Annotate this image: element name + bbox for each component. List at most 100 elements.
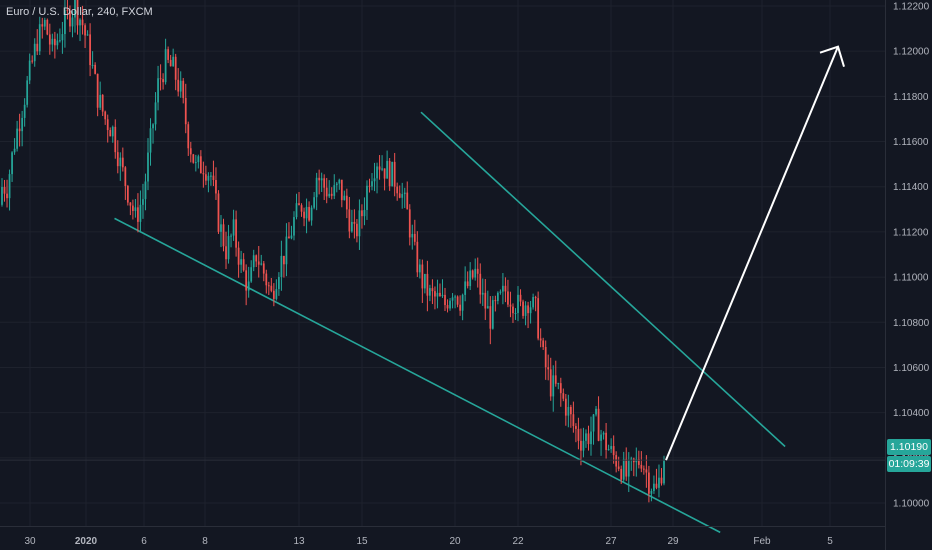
- candle-body: [283, 255, 285, 265]
- candle-body: [489, 306, 492, 329]
- candle-body: [245, 270, 248, 291]
- candle-body: [426, 273, 429, 296]
- candle-body: [8, 174, 11, 199]
- candle-body: [494, 300, 497, 302]
- price-axis-labels: 1.12200 1.12000 1.11800 1.11600 1.11400 1.112…: [893, 2, 930, 510]
- price-tick-label: 1.10400: [893, 408, 930, 419]
- last-price-badge: 1.10190: [887, 439, 931, 455]
- candle-body: [41, 24, 44, 27]
- candle-body: [86, 34, 89, 36]
- candle-body: [262, 263, 265, 274]
- candle-body: [456, 296, 459, 305]
- candle-body: [126, 186, 129, 203]
- time-tick-label: 6: [141, 536, 147, 547]
- candle-body: [348, 209, 351, 232]
- candle-body: [595, 408, 597, 415]
- candle-body: [642, 468, 645, 470]
- candle-body: [476, 268, 479, 274]
- candle-body: [157, 78, 159, 103]
- candle-body: [43, 19, 46, 27]
- candle-body: [187, 124, 190, 149]
- candle-body: [119, 157, 122, 167]
- candle-body: [391, 161, 394, 187]
- candle-body: [381, 168, 383, 170]
- candle-body: [547, 367, 550, 370]
- candle-body: [240, 259, 243, 265]
- candle-body: [499, 291, 502, 293]
- projection-arrow-head: [819, 45, 845, 67]
- candle-body: [313, 197, 316, 208]
- candle-body: [502, 285, 504, 292]
- candle-body: [99, 94, 102, 108]
- candle-body: [413, 233, 416, 242]
- candle-body: [79, 19, 81, 26]
- candle-body: [590, 431, 592, 445]
- candle-body: [345, 195, 348, 210]
- candle-body: [46, 19, 49, 35]
- candle-body: [376, 166, 378, 179]
- candle-body: [504, 285, 507, 292]
- candle-body: [645, 469, 648, 473]
- candle-body: [338, 179, 341, 184]
- candle-body: [386, 160, 388, 179]
- candle-body: [144, 181, 147, 200]
- candle-body: [207, 175, 210, 181]
- time-tick-label: 27: [605, 536, 617, 547]
- candle-body: [660, 477, 663, 484]
- candle-body: [53, 38, 56, 46]
- candle-body: [444, 294, 446, 306]
- candle-body: [230, 235, 232, 237]
- candle-body: [237, 247, 240, 265]
- candle-body: [439, 292, 441, 297]
- candle-body: [164, 49, 167, 83]
- candle-body: [305, 206, 308, 219]
- candle-body: [416, 241, 419, 273]
- candle-body: [3, 186, 6, 194]
- candle-body: [111, 126, 114, 137]
- candle-body: [252, 255, 255, 268]
- candle-body: [293, 217, 295, 236]
- candle-body: [436, 292, 439, 297]
- candle-body: [194, 162, 197, 164]
- candle-body: [532, 297, 534, 308]
- candle-body: [129, 202, 132, 206]
- candle-body: [225, 246, 227, 260]
- candle-body: [544, 347, 547, 368]
- price-tick-label: 1.11000: [893, 273, 929, 284]
- time-tick-label: 29: [667, 536, 679, 547]
- candle-body: [270, 285, 273, 291]
- candle-body: [610, 446, 613, 450]
- candle-body: [217, 193, 220, 232]
- candle-body: [310, 207, 313, 221]
- candle-body: [272, 290, 275, 299]
- candle-body: [23, 104, 26, 118]
- candle-body: [378, 166, 381, 170]
- candle-body: [121, 157, 124, 168]
- symbol-title[interactable]: Euro / U.S. Dollar, 240, FXCM: [6, 6, 153, 18]
- candle-body: [363, 209, 366, 217]
- candle-body: [446, 305, 449, 309]
- trendline-layer: [114, 111, 786, 534]
- candle-body: [318, 177, 321, 181]
- candle-body: [267, 285, 270, 287]
- candle-body: [527, 305, 529, 314]
- candle-body: [587, 433, 590, 445]
- candle-body: [552, 375, 555, 397]
- candle-body: [33, 43, 36, 62]
- candle-body: [1, 186, 3, 205]
- candle-body: [172, 56, 175, 67]
- candle-body: [66, 9, 69, 11]
- price-tick-label: 1.11800: [893, 92, 929, 103]
- price-tick-label: 1.11600: [893, 137, 929, 148]
- candle-body: [607, 449, 610, 451]
- candle-body: [315, 177, 318, 198]
- candle-body: [154, 102, 157, 125]
- candle-body: [132, 205, 134, 211]
- candle-body: [625, 458, 628, 477]
- candle-body: [189, 148, 192, 155]
- candle-body: [534, 297, 537, 299]
- candle-body: [16, 128, 18, 149]
- candle-body: [406, 192, 409, 210]
